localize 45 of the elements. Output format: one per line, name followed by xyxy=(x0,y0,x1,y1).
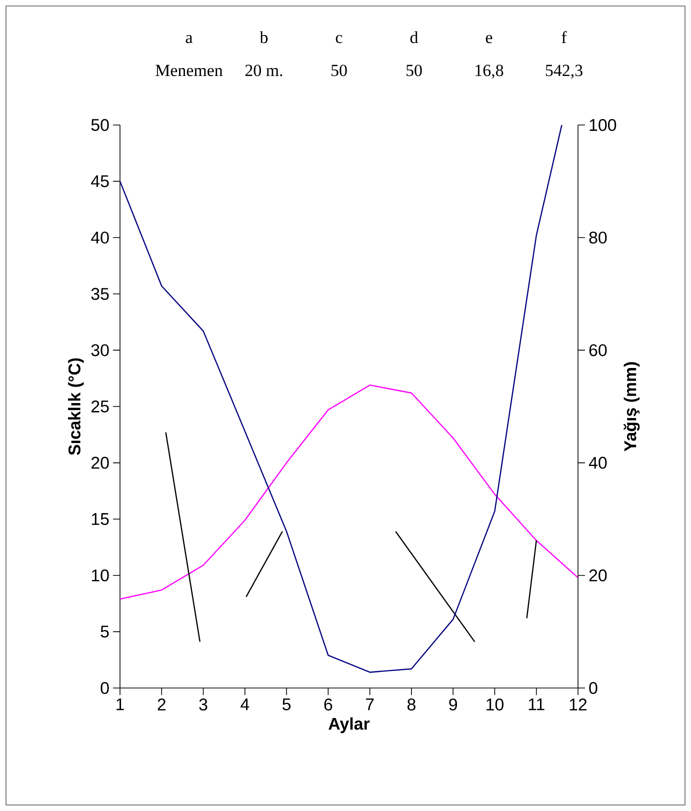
y2-axis-title: Yağış (mm) xyxy=(624,362,640,452)
y2-tick-label: 20 xyxy=(589,569,607,582)
y2-tick-label: 0 xyxy=(589,682,598,694)
text: f xyxy=(562,31,567,43)
y-tick-label: 0 xyxy=(100,682,109,694)
x-tick-label: 11 xyxy=(528,698,544,710)
x-axis-title: Aylar xyxy=(328,717,370,734)
x-tick-label: 6 xyxy=(324,698,332,711)
line-series xyxy=(120,384,578,600)
x-tick-label: 4 xyxy=(240,698,250,710)
y-tick-label: 25 xyxy=(92,400,109,412)
text: 50 xyxy=(406,64,422,76)
y-tick-label: 5 xyxy=(100,626,109,638)
text: 50 xyxy=(332,64,347,76)
y2-tick-label: 80 xyxy=(589,232,607,244)
text: e xyxy=(486,35,492,44)
y2-tick-label: 100 xyxy=(590,118,616,131)
x-tick-label: 2 xyxy=(158,698,166,710)
y-tick-label: 45 xyxy=(91,175,109,188)
y-tick-label: 15 xyxy=(92,513,109,526)
x-tick-label: 10 xyxy=(486,698,504,711)
x-tick-label: 9 xyxy=(449,698,458,711)
text: a xyxy=(186,35,193,44)
x-tick-label: 1 xyxy=(116,698,124,710)
text: d xyxy=(410,31,418,44)
y-tick-label: 50 xyxy=(91,118,109,131)
x-tick-label: 3 xyxy=(199,698,208,711)
y2-tick-label: 60 xyxy=(589,344,607,356)
x-tick-label: 8 xyxy=(407,698,416,711)
text: b xyxy=(260,31,268,44)
text: c xyxy=(336,35,342,44)
y-axis-title: Sıcaklık (°C) xyxy=(68,358,84,456)
text: Menemen xyxy=(156,64,223,76)
text: 16,8 xyxy=(476,64,504,79)
x-tick-label: 5 xyxy=(282,698,291,710)
x-tick-label: 12 xyxy=(570,698,587,710)
x-tick-label: 7 xyxy=(366,698,374,710)
y-tick-label: 30 xyxy=(91,344,109,356)
y-tick-label: 10 xyxy=(92,569,109,582)
y2-tick-label: 40 xyxy=(588,456,607,469)
text: 542,3 xyxy=(546,64,582,79)
y-tick-label: 20 xyxy=(92,456,109,469)
y-tick-label: 40 xyxy=(91,232,109,244)
y-tick-label: 35 xyxy=(91,288,109,300)
text: 20 m. xyxy=(245,64,282,76)
